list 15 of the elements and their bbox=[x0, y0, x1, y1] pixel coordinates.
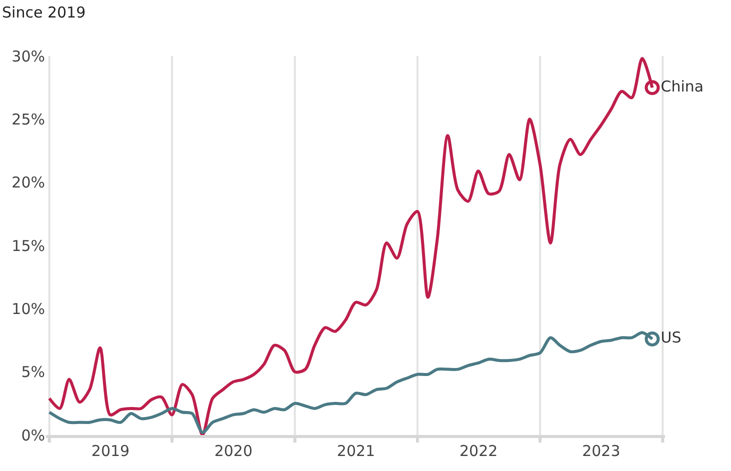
x-tick-label: 2021 bbox=[336, 442, 376, 460]
y-tick-label: 0% bbox=[21, 426, 45, 444]
x-tick-label: 2020 bbox=[214, 442, 253, 460]
y-tick-label: 25% bbox=[12, 110, 45, 128]
x-tick-label: 2023 bbox=[582, 442, 620, 460]
chart-title: Since 2019 bbox=[2, 4, 86, 22]
y-tick-label: 5% bbox=[21, 363, 45, 382]
series-label: US bbox=[660, 328, 682, 347]
y-tick-label: 10% bbox=[12, 300, 45, 318]
series-label: China bbox=[660, 77, 704, 96]
y-tick-label: 20% bbox=[12, 174, 45, 192]
x-tick-label: 2019 bbox=[91, 442, 130, 460]
x-tick-label: 2022 bbox=[459, 442, 498, 460]
y-tick-label: 30% bbox=[12, 47, 45, 66]
y-tick-label: 15% bbox=[12, 236, 45, 255]
